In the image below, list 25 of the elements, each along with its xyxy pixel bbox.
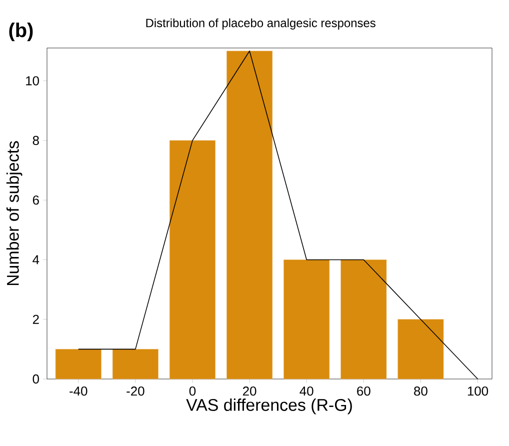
x-tick-label: -20 (126, 386, 144, 396)
y-tick-label: 2 (32, 314, 39, 324)
x-tick-label: -40 (70, 386, 88, 396)
x-tick-label: 60 (357, 386, 370, 396)
x-tick-label: 100 (468, 386, 488, 396)
y-axis-title: Number of subjects (6, 141, 22, 286)
bar (55, 348, 102, 380)
y-tick-label: 0 (32, 374, 39, 384)
y-tick-label: 4 (32, 255, 40, 264)
x-tick-label: 80 (414, 386, 428, 396)
x-axis-title: VAS differences (R-G) (186, 398, 352, 414)
x-tick-label: 40 (300, 386, 314, 396)
x-tick-label: 20 (242, 386, 256, 396)
bar (226, 50, 273, 380)
bar (340, 260, 387, 380)
y-tick-label: 10 (26, 76, 39, 86)
bar (112, 348, 158, 380)
chart-title: Distribution of placebo analgesic responses (146, 18, 376, 30)
x-tick-label: 0 (189, 386, 196, 396)
text: (b) (9, 22, 33, 42)
y-tick-label: 8 (32, 136, 39, 146)
bar (169, 140, 216, 380)
y-tick-label: 6 (32, 195, 39, 205)
bar (398, 319, 444, 380)
bar (284, 260, 330, 380)
